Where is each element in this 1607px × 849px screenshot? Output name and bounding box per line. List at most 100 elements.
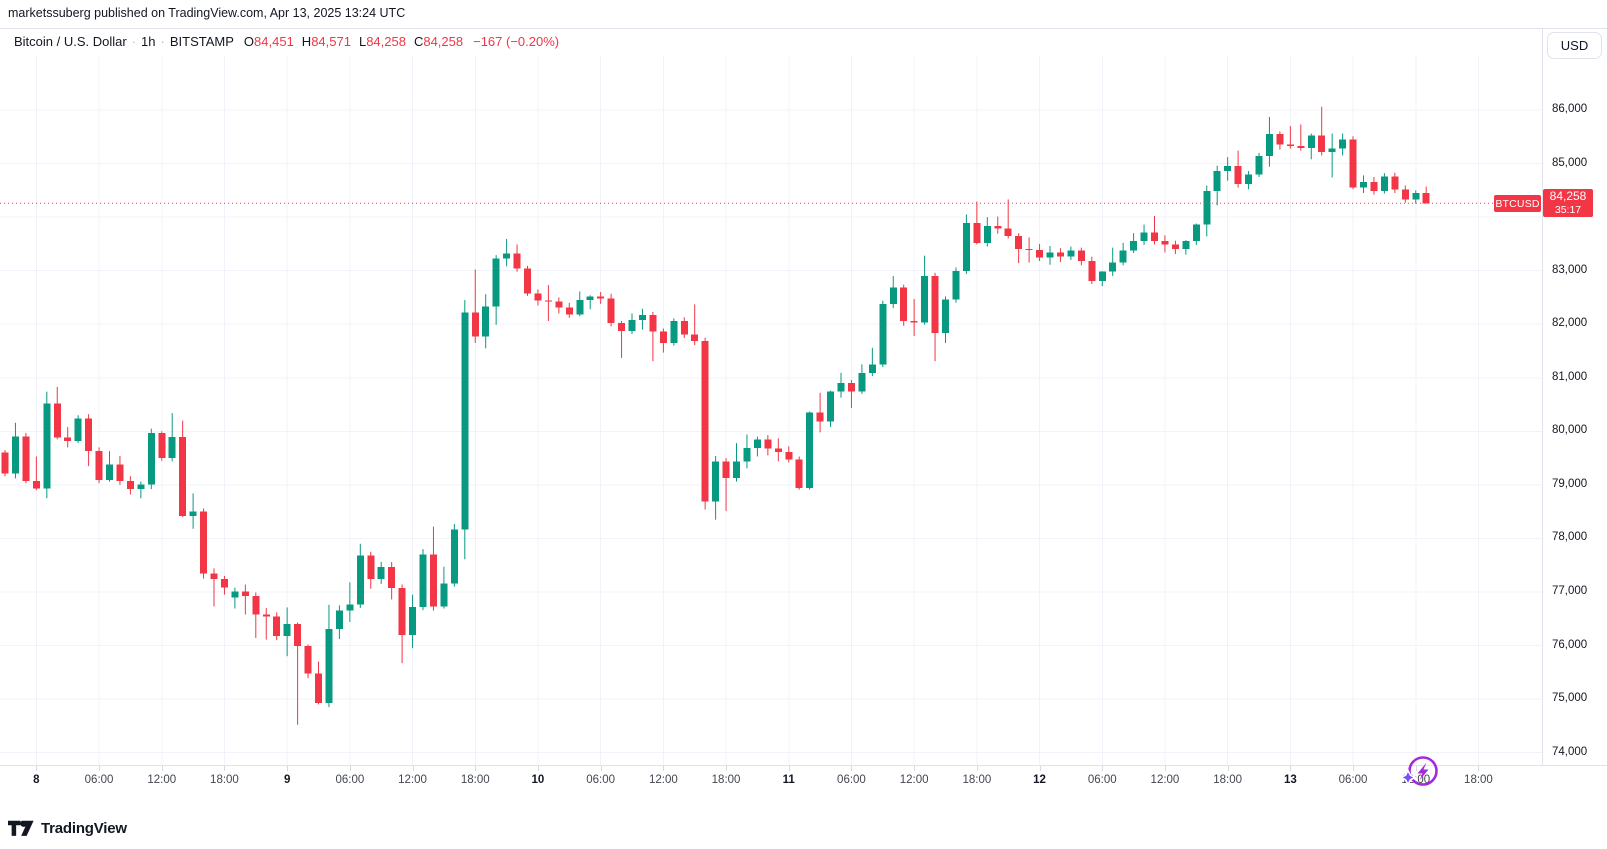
time-tickmark: [1039, 766, 1041, 771]
candle-body: [482, 306, 490, 337]
low-value: 84,258: [366, 34, 406, 49]
candle-body: [1140, 232, 1148, 242]
candle-body: [680, 320, 688, 335]
bar-countdown: 35:17: [1554, 203, 1582, 216]
candle-body: [764, 439, 772, 449]
symbol-title[interactable]: Bitcoin / U.S. Dollar: [14, 34, 127, 49]
high-label: H: [301, 34, 312, 49]
candle-body: [419, 554, 427, 607]
candle-body: [273, 616, 281, 636]
last-price-box: 84,258 35:17: [1543, 189, 1593, 217]
close-label: C: [413, 34, 424, 49]
tradingview-logo[interactable]: TradingView: [8, 820, 127, 837]
candle-body: [837, 383, 845, 392]
candle-body: [388, 566, 396, 589]
candle-body: [858, 372, 866, 392]
time-tickmark: [663, 766, 665, 771]
candle-body: [158, 432, 166, 459]
candle-body: [733, 461, 740, 478]
candle-body: [701, 340, 709, 502]
candle-body: [952, 271, 960, 300]
candle-body: [252, 596, 260, 615]
candle-body: [220, 579, 228, 588]
interval-label[interactable]: 1h: [141, 34, 156, 49]
price-axis[interactable]: 86,000 85,000 83,000 82,000 81,000 80,000 79,0…: [1543, 56, 1607, 765]
candle-body: [1422, 192, 1430, 204]
price-label: 76,000: [1552, 638, 1588, 651]
candle-body: [304, 646, 312, 674]
price-label: 80,000: [1552, 424, 1588, 437]
candle-body: [524, 268, 531, 294]
candle-body: [1401, 189, 1409, 200]
boost-lightning-icon[interactable]: [1400, 752, 1442, 794]
candle-body: [315, 673, 322, 703]
candle-body: [889, 287, 897, 304]
candle-body: [712, 461, 720, 502]
time-label: 9: [283, 774, 291, 786]
candle-body: [189, 511, 197, 516]
exchange-label[interactable]: BITSTAMP: [169, 34, 234, 49]
candle-body: [900, 287, 908, 321]
candle-body: [827, 391, 835, 422]
time-label: 12:00: [1150, 774, 1180, 786]
candle-body: [1349, 139, 1357, 188]
open-value: 84,451: [254, 34, 294, 49]
candle-body: [53, 403, 61, 438]
candle-body: [74, 418, 82, 441]
candle-body: [1077, 250, 1085, 262]
time-label: 18:00: [962, 774, 992, 786]
candle-body: [931, 276, 939, 333]
candle-body: [597, 296, 605, 299]
candle-body: [785, 452, 793, 460]
candle-body: [816, 412, 824, 422]
candle-body: [1234, 166, 1242, 184]
candle-body: [1067, 250, 1075, 257]
tradingview-logo-icon: [8, 820, 34, 836]
candle-body: [335, 610, 343, 629]
candle-body: [1192, 224, 1200, 242]
candle-body: [1171, 244, 1179, 250]
candle-body: [1286, 144, 1294, 146]
time-axis[interactable]: 8 06:00 12:00 18:00 9 06:00 12:00 18:00 10 06:00 1…: [0, 766, 1542, 796]
time-tickmark: [224, 766, 226, 771]
candle-body: [137, 484, 145, 490]
time-tickmark: [914, 766, 916, 771]
candle-body: [116, 464, 124, 482]
price-label: 81,000: [1552, 370, 1588, 383]
time-tickmark: [1227, 766, 1229, 771]
candle-body: [1088, 261, 1096, 281]
high-value: 84,571: [311, 34, 351, 49]
candle-body: [461, 312, 469, 530]
candle-body: [649, 315, 657, 332]
candle-body: [471, 312, 479, 337]
time-label: 10: [531, 774, 545, 786]
price-label: 79,000: [1552, 477, 1588, 490]
candle-body: [1307, 135, 1315, 149]
time-label: 18:00: [460, 774, 490, 786]
candle-body: [1276, 134, 1284, 145]
chart-legend: Bitcoin / U.S. Dollar · 1h · BITSTAMP O8…: [14, 34, 559, 49]
candle-body: [1224, 166, 1232, 172]
candle-body: [868, 364, 876, 373]
candle-body: [1015, 235, 1023, 250]
attribution-text: marketssuberg published on TradingView.c…: [8, 6, 406, 20]
candle-body: [607, 298, 615, 323]
candle-body: [576, 300, 584, 315]
candlestick-chart[interactable]: [0, 56, 1542, 765]
time-label: 13: [1283, 774, 1297, 786]
candle-body: [377, 566, 385, 580]
time-tickmark: [287, 766, 289, 771]
time-tickmark: [976, 766, 978, 771]
time-label: 12: [1033, 774, 1046, 786]
last-price-value: 84,258: [1549, 189, 1587, 204]
time-label: 12:00: [398, 774, 427, 786]
currency-toggle-button[interactable]: USD: [1547, 32, 1602, 59]
candle-body: [513, 253, 521, 269]
candle-body: [586, 296, 594, 301]
candle-body: [492, 258, 500, 307]
candle-body: [534, 293, 542, 301]
time-tickmark: [99, 766, 101, 771]
candle-body: [1036, 249, 1044, 258]
candle-body: [1109, 262, 1117, 272]
candle-body: [1004, 228, 1012, 236]
